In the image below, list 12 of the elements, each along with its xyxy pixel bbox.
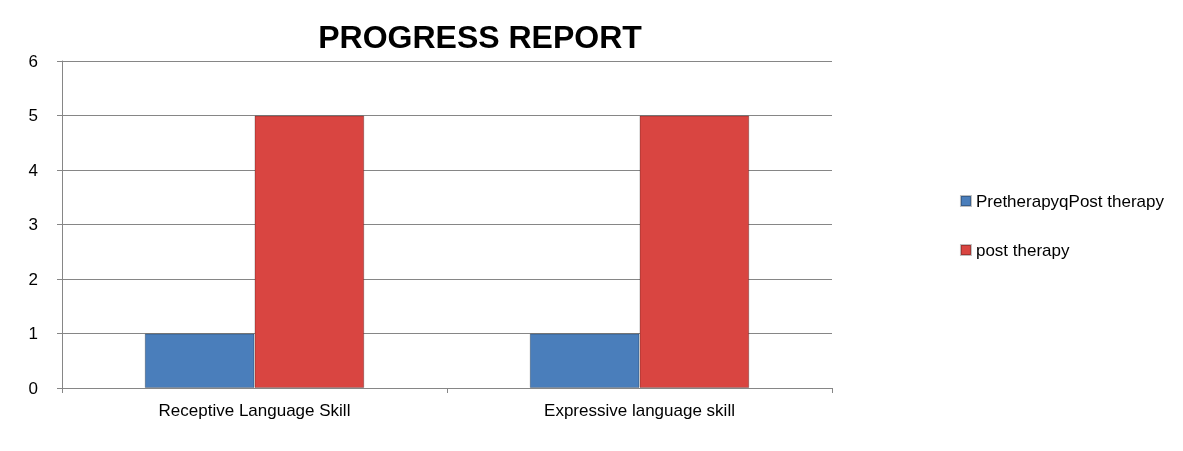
y-tick-label: 3 (28, 215, 38, 234)
legend-label: PretherapyqPost therapy (975, 191, 1165, 211)
chart-title: PROGRESS REPORT (318, 19, 643, 55)
y-tick-label: 4 (28, 160, 38, 180)
x-tick-label: Expressive language skill (544, 401, 735, 420)
y-tick-label: 0 (28, 378, 38, 398)
y-tick-label: 6 (28, 51, 38, 71)
y-tick-label: 1 (28, 324, 38, 343)
y-tick-label: 5 (28, 106, 38, 125)
x-tick-label: Receptive Language Skill (158, 401, 351, 420)
legend-label: post therapy (975, 240, 1070, 260)
y-tick-label: 2 (28, 269, 38, 289)
